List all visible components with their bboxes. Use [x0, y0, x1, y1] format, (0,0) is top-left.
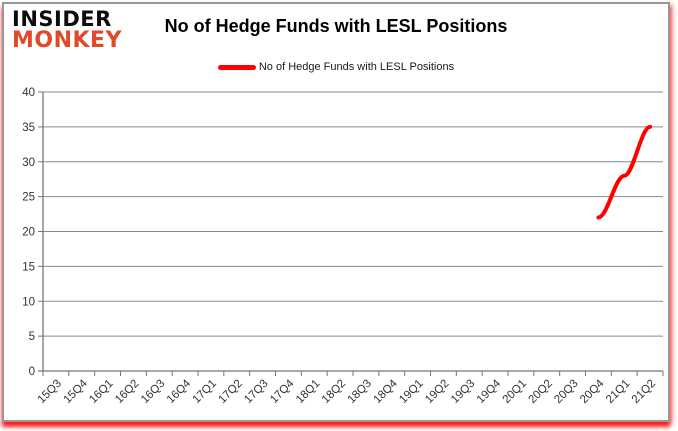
x-axis-label-21Q1: 21Q1	[604, 378, 632, 406]
x-axis-label-20Q3: 20Q3	[552, 378, 580, 406]
x-axis-label-17Q1: 17Q1	[191, 378, 219, 406]
chart-legend: No of Hedge Funds with LESL Positions	[4, 61, 668, 73]
y-axis-label-0: 0	[29, 366, 35, 378]
x-axis-label-20Q2: 20Q2	[526, 378, 554, 406]
x-axis-label-16Q1: 16Q1	[87, 378, 115, 406]
x-axis-label-20Q1: 20Q1	[501, 378, 529, 406]
x-axis-label-18Q4: 18Q4	[371, 377, 400, 406]
y-axis-label-20: 20	[22, 227, 35, 239]
x-axis-label-15Q4: 15Q4	[61, 377, 90, 406]
x-axis-label-19Q1: 19Q1	[397, 378, 425, 406]
chart-title: No of Hedge Funds with LESL Positions	[164, 16, 508, 36]
x-axis-label-18Q1: 18Q1	[294, 378, 322, 406]
x-axis-label-15Q3: 15Q3	[36, 378, 64, 406]
y-axis-label-10: 10	[22, 296, 35, 308]
legend-label: No of Hedge Funds with LESL Positions	[258, 61, 455, 73]
insider-monkey-logo: INSIDER MONKEY	[12, 7, 123, 53]
x-axis-label-20Q4: 20Q4	[578, 377, 607, 406]
x-axis-label-16Q4: 16Q4	[165, 377, 194, 406]
x-axis-label-21Q2: 21Q2	[630, 378, 658, 406]
y-axis-label-15: 15	[22, 261, 35, 273]
x-axis-label-18Q3: 18Q3	[346, 378, 374, 406]
line-chart-plot-area: 0 5 10 15 20 25 30 35 40 15Q315Q416Q116Q216Q316Q4…	[22, 87, 664, 406]
x-axis-label-17Q2: 17Q2	[216, 378, 244, 406]
x-axis-label-19Q2: 19Q2	[423, 378, 451, 406]
x-axis-label-18Q2: 18Q2	[320, 378, 348, 406]
chart-panel: INSIDER MONKEY No of Hedge Funds with LE…	[2, 2, 670, 422]
x-axis-label-16Q3: 16Q3	[139, 378, 167, 406]
logo-line-insider: INSIDER	[12, 7, 112, 31]
legend-line-swatch	[217, 64, 256, 70]
y-axis-label-25: 25	[22, 192, 35, 204]
x-axis-label-16Q2: 16Q2	[113, 378, 141, 406]
x-axis-label-19Q4: 19Q4	[475, 377, 504, 406]
x-axis-label-17Q4: 17Q4	[268, 377, 297, 406]
x-axis-label-17Q3: 17Q3	[242, 378, 270, 406]
y-axis-label-5: 5	[29, 331, 35, 343]
y-axis-label-40: 40	[22, 87, 35, 99]
series-line-hedge-funds	[596, 124, 653, 220]
x-axis-label-19Q3: 19Q3	[449, 378, 477, 406]
logo-line-monkey: MONKEY	[12, 28, 123, 53]
y-axis-label-30: 30	[22, 157, 35, 169]
y-axis-label-35: 35	[22, 122, 35, 134]
